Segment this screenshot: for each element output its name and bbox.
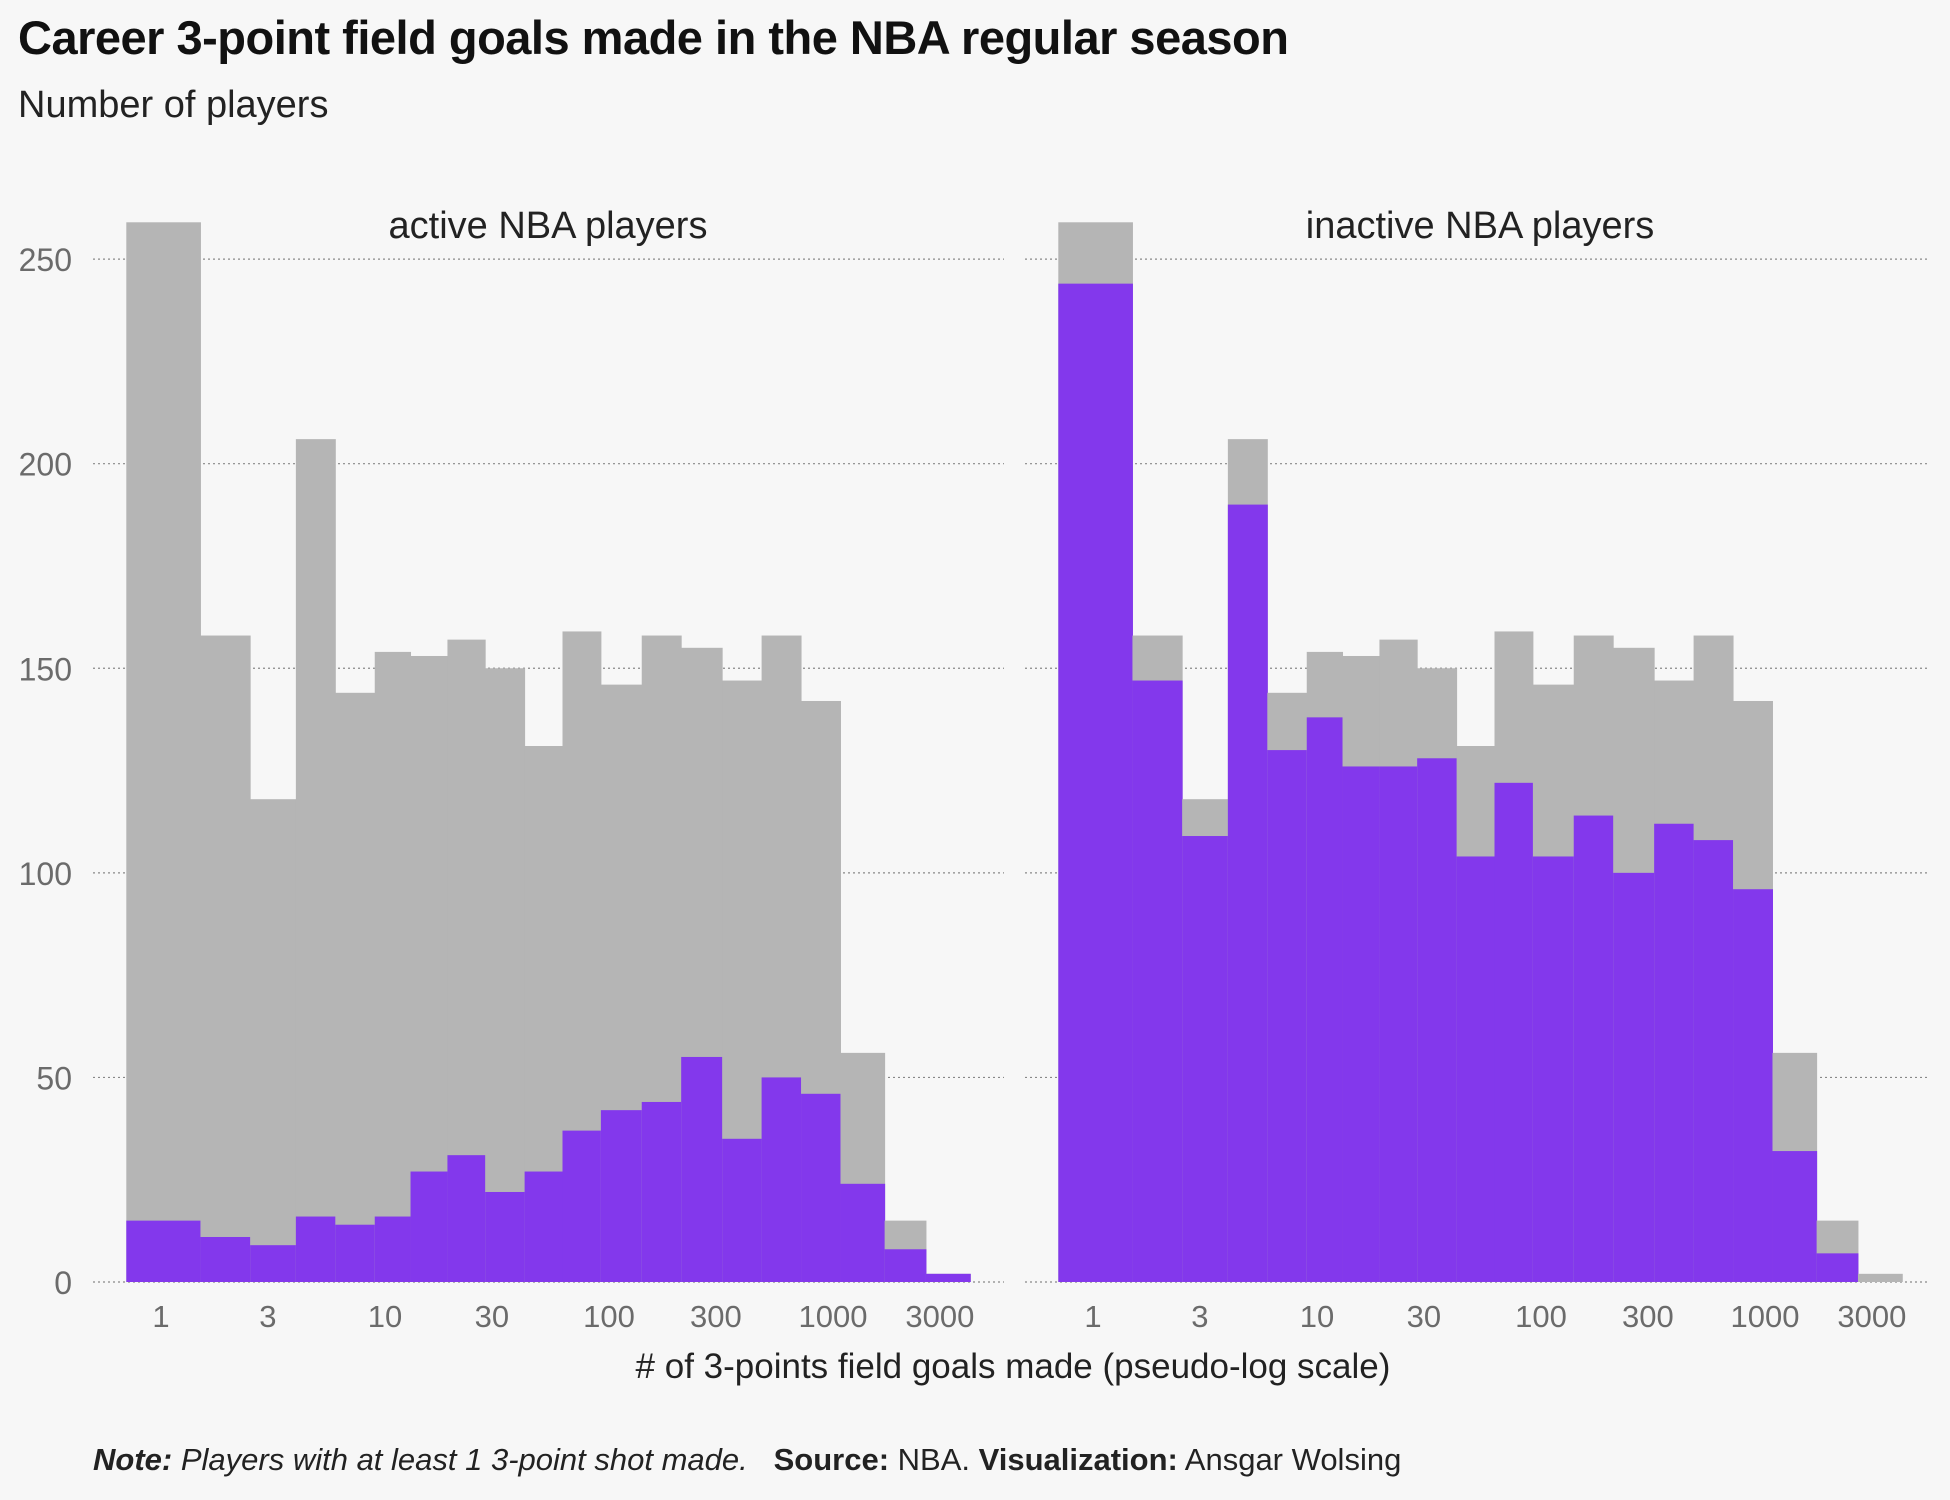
bar-group: [410, 1171, 448, 1282]
x-tick-label: 1000: [799, 1299, 868, 1334]
x-tick-label: 1: [1084, 1299, 1101, 1334]
x-tick-label: 3000: [905, 1299, 974, 1334]
bar-group: [250, 1245, 297, 1282]
bar-group: [600, 1110, 643, 1282]
bar-group: [1772, 1151, 1818, 1282]
bar-all-players: [295, 439, 336, 1282]
bar-group: [1132, 680, 1183, 1282]
bar-group: [1306, 717, 1344, 1282]
bar-group: [1417, 758, 1458, 1282]
x-tick-label: 30: [475, 1299, 509, 1334]
x-tick-label: 3: [259, 1299, 276, 1334]
bar-all-players: [335, 692, 376, 1282]
bar-group: [200, 1236, 251, 1282]
bar-group: [1733, 889, 1773, 1282]
bar-group: [1456, 856, 1495, 1282]
source-label: Source:: [773, 1442, 890, 1477]
bar-all-players: [126, 222, 201, 1283]
x-tick-label: 10: [368, 1299, 402, 1334]
note-label: Note:: [93, 1442, 173, 1477]
y-tick-label: 250: [19, 242, 72, 278]
bar-group: [681, 1056, 723, 1282]
bar-group: [1816, 1253, 1859, 1282]
bar-group: [641, 1101, 682, 1282]
x-tick-label: 300: [1622, 1299, 1674, 1334]
bar-group: [335, 1224, 376, 1282]
x-tick-label: 10: [1300, 1299, 1334, 1334]
x-tick-label: 3: [1191, 1299, 1208, 1334]
bar-group: [1342, 766, 1380, 1282]
bar-group: [1379, 766, 1418, 1282]
x-axis-title: # of 3-points field goals made (pseudo-l…: [636, 1347, 1391, 1386]
y-tick-label: 50: [36, 1060, 72, 1096]
visualization-text: Ansgar Wolsing: [1184, 1442, 1402, 1477]
bar-group: [562, 1130, 602, 1282]
bar-group: [1532, 856, 1575, 1282]
y-tick-label: 150: [19, 651, 72, 687]
x-tick-label: 3000: [1837, 1299, 1906, 1334]
bar-group: [126, 1220, 201, 1282]
caption: Note: Players with at least 1 3-point sh…: [93, 1442, 1401, 1478]
bar-group: [1058, 283, 1133, 1282]
bar-group: [295, 1216, 336, 1282]
bar-group: [447, 1155, 486, 1282]
bar-group: [1613, 872, 1655, 1282]
bar-group: [840, 1183, 886, 1282]
y-tick-label: 200: [19, 447, 72, 483]
bar-group: [1494, 782, 1534, 1282]
bar-group: [1182, 836, 1229, 1282]
bar-group: [1693, 840, 1734, 1282]
chart-subtitle: Number of players: [18, 84, 329, 126]
y-tick-label: 0: [54, 1265, 72, 1301]
y-tick-label: 100: [19, 856, 72, 892]
bar-group: [801, 1093, 841, 1282]
bar-group: [1227, 504, 1268, 1282]
x-tick-label: 1: [152, 1299, 169, 1334]
x-tick-label: 300: [690, 1299, 742, 1334]
bar-group: [524, 1171, 563, 1282]
bar-group: [485, 1191, 526, 1282]
bar-group: [374, 1216, 412, 1282]
x-tick-label: 100: [1515, 1299, 1567, 1334]
bar-group: [761, 1077, 802, 1282]
x-tick-label: 30: [1407, 1299, 1441, 1334]
panel-title: inactive NBA players: [1306, 205, 1655, 247]
bar-all-players: [250, 799, 297, 1282]
chart-title: Career 3-point field goals made in the N…: [18, 11, 1289, 64]
panel-title: active NBA players: [389, 205, 708, 247]
bar-group: [1654, 823, 1695, 1282]
x-tick-label: 100: [583, 1299, 635, 1334]
bar-group: [1573, 815, 1614, 1282]
x-tick-label: 1000: [1731, 1299, 1800, 1334]
bar-group: [1267, 750, 1308, 1282]
bar-group: [722, 1138, 763, 1282]
bar-all-players: [374, 651, 412, 1282]
bar-group: [925, 1273, 971, 1282]
note-text: Players with at least 1 3-point shot mad…: [180, 1442, 748, 1477]
bar-all-players: [1857, 1273, 1903, 1282]
bar-all-players: [200, 635, 251, 1282]
bar-group: [884, 1249, 927, 1282]
source-text: NBA.: [897, 1442, 970, 1477]
bar-all-players: [485, 668, 526, 1282]
visualization-label: Visualization:: [978, 1442, 1178, 1477]
